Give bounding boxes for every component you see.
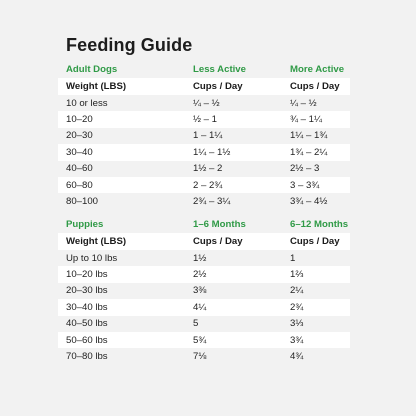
table-row: 60–80 2 – 2¾ 3 – 3¾: [58, 176, 350, 194]
more-active-cell: ¼ – ½: [290, 97, 317, 109]
table-row: 40–50 lbs 5 3⅓: [58, 316, 350, 332]
less-active-cell: 2¾ – 3¼: [193, 196, 231, 208]
age-6-12-cell: 4¾: [290, 351, 304, 363]
table-row: 20–30 1 – 1¼ 1¼ – 1¾: [58, 128, 350, 144]
age-1-6-cell: 2½: [193, 269, 207, 281]
less-active-cell: 1¼ – 1½: [193, 146, 231, 158]
age-6-12-cell: 2¼: [290, 285, 304, 297]
puppies-table: Puppies 1–6 Months 6–12 Months Weight (L…: [58, 215, 350, 365]
table-row: 40–60 1½ – 2 2½ – 3: [58, 161, 350, 177]
puppies-level2-label: 6–12 Months: [290, 218, 349, 230]
table-row: 10–20 ½ – 1 ¾ – 1¼: [58, 111, 350, 128]
more-active-cell: 3¾ – 4½: [290, 196, 328, 208]
weight-cell: 10 or less: [66, 97, 108, 109]
table-row: 30–40 1¼ – 1½ 1¾ – 2¼: [58, 144, 350, 161]
age-6-12-cell: 1: [290, 252, 296, 264]
weight-cell: 40–50 lbs: [66, 318, 108, 330]
adult-category-row: Adult Dogs Less Active More Active: [58, 60, 350, 78]
more-active-cell: 1¼ – 1¾: [290, 130, 328, 142]
table-row: Up to 10 lbs 1½ 1: [58, 250, 350, 266]
page-title: Feeding Guide: [66, 35, 193, 55]
age-6-12-cell: 2¾: [290, 301, 304, 313]
adult-weight-header: Weight (LBS): [66, 81, 127, 92]
age-1-6-cell: 4¼: [193, 301, 207, 313]
table-row: 10–20 lbs 2½ 1⅔: [58, 266, 350, 283]
puppies-cups-header-2: Cups / Day: [290, 236, 340, 247]
more-active-cell: 1¾ – 2¼: [290, 146, 328, 158]
weight-cell: 60–80: [66, 179, 93, 191]
age-6-12-cell: 3¾: [290, 334, 304, 346]
table-row: 80–100 2¾ – 3¼ 3¾ – 4½: [58, 193, 350, 209]
table-row: 30–40 lbs 4¼ 2¾: [58, 299, 350, 316]
more-active-cell: 2½ – 3: [290, 163, 320, 175]
weight-cell: 70–80 lbs: [66, 351, 108, 363]
less-active-cell: 1 – 1¼: [193, 130, 223, 142]
less-active-cell: ¼ – ½: [193, 97, 220, 109]
puppies-category-row: Puppies 1–6 Months 6–12 Months: [58, 215, 350, 233]
adult-dogs-table: Adult Dogs Less Active More Active Weigh…: [58, 60, 350, 210]
weight-cell: 30–40 lbs: [66, 301, 108, 313]
table-row: 70–80 lbs 7⅛ 4¾: [58, 348, 350, 364]
weight-cell: 20–30: [66, 130, 93, 142]
weight-cell: 40–60: [66, 163, 93, 175]
adult-header-row: Weight (LBS) Cups / Day Cups / Day: [58, 78, 350, 95]
more-active-cell: 3 – 3¾: [290, 179, 320, 191]
less-active-cell: 1½ – 2: [193, 163, 223, 175]
age-1-6-cell: 1½: [193, 252, 207, 264]
puppies-header-row: Weight (LBS) Cups / Day Cups / Day: [58, 233, 350, 250]
age-6-12-cell: 3⅓: [290, 318, 304, 330]
adult-level1-label: Less Active: [193, 63, 246, 75]
age-1-6-cell: 7⅛: [193, 351, 207, 363]
weight-cell: Up to 10 lbs: [66, 252, 118, 264]
table-row: 20–30 lbs 3⅜ 2¼: [58, 283, 350, 299]
weight-cell: 10–20: [66, 114, 93, 126]
weight-cell: 80–100: [66, 196, 99, 208]
adult-cups-header-1: Cups / Day: [193, 81, 243, 92]
weight-cell: 10–20 lbs: [66, 269, 108, 281]
table-row: 10 or less ¼ – ½ ¼ – ½: [58, 95, 350, 111]
weight-cell: 50–60 lbs: [66, 334, 108, 346]
puppies-category-label: Puppies: [66, 218, 104, 230]
weight-cell: 30–40: [66, 146, 93, 158]
age-6-12-cell: 1⅔: [290, 269, 304, 281]
adult-level2-label: More Active: [290, 63, 345, 75]
adult-category-label: Adult Dogs: [66, 63, 118, 75]
more-active-cell: ¾ – 1¼: [290, 114, 323, 126]
puppies-cups-header-1: Cups / Day: [193, 236, 243, 247]
age-1-6-cell: 5¾: [193, 334, 207, 346]
puppies-level1-label: 1–6 Months: [193, 218, 246, 230]
table-row: 50–60 lbs 5¾ 3¾: [58, 331, 350, 349]
adult-cups-header-2: Cups / Day: [290, 81, 340, 92]
puppies-weight-header: Weight (LBS): [66, 236, 127, 247]
less-active-cell: 2 – 2¾: [193, 179, 223, 191]
less-active-cell: ½ – 1: [193, 114, 218, 126]
weight-cell: 20–30 lbs: [66, 285, 108, 297]
age-1-6-cell: 3⅜: [193, 285, 207, 297]
age-1-6-cell: 5: [193, 318, 199, 330]
